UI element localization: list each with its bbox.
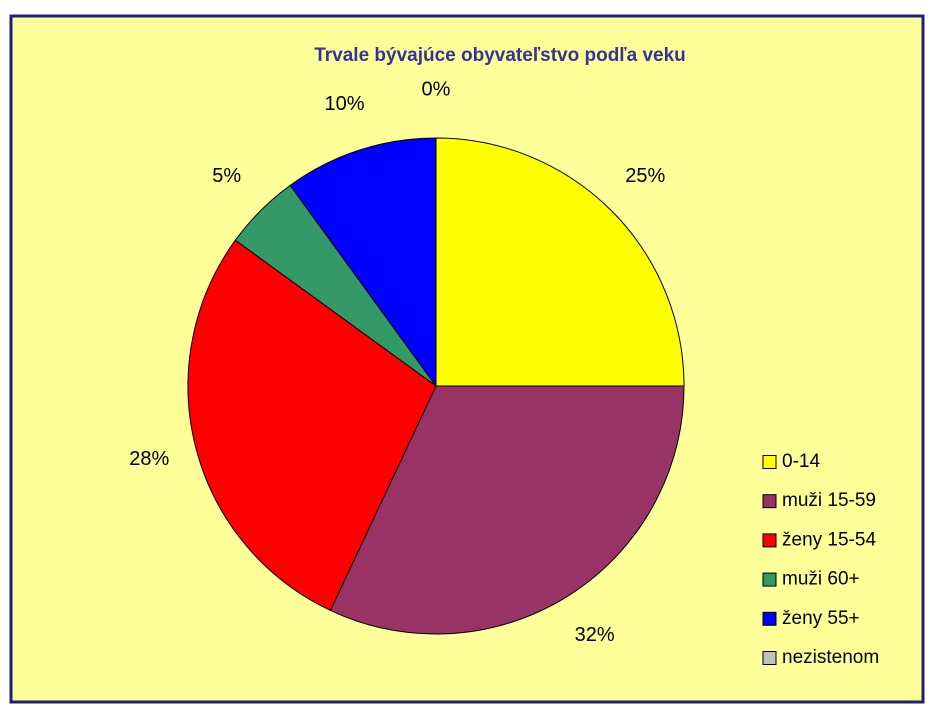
legend-swatch [762,533,777,548]
chart-title: Trvale bývajúce obyvateľstvo podľa veku [314,45,686,66]
legend-label: 0-14 [782,451,820,472]
legend-swatch [762,651,777,665]
legend-swatch [762,455,777,469]
legend-swatch [762,494,777,509]
data-label: 28% [129,448,169,470]
legend-swatch [762,611,777,626]
legend-label: ženy 55+ [782,608,860,629]
data-label: 0% [422,78,451,100]
data-label: 10% [325,93,365,115]
data-label: 5% [212,165,241,187]
pie-slice [289,137,437,388]
legend-label: muži 15-59 [782,490,876,511]
legend-swatch [762,572,777,587]
data-label: 25% [625,165,665,187]
pie-slice [435,137,685,387]
pie-slice [329,385,685,635]
legend-label: ženy 15-54 [782,529,876,550]
legend-label: muži 60+ [782,569,860,590]
data-label: 32% [575,624,615,646]
legend-label: nezistenom [782,647,879,668]
pie-slice [187,239,437,612]
